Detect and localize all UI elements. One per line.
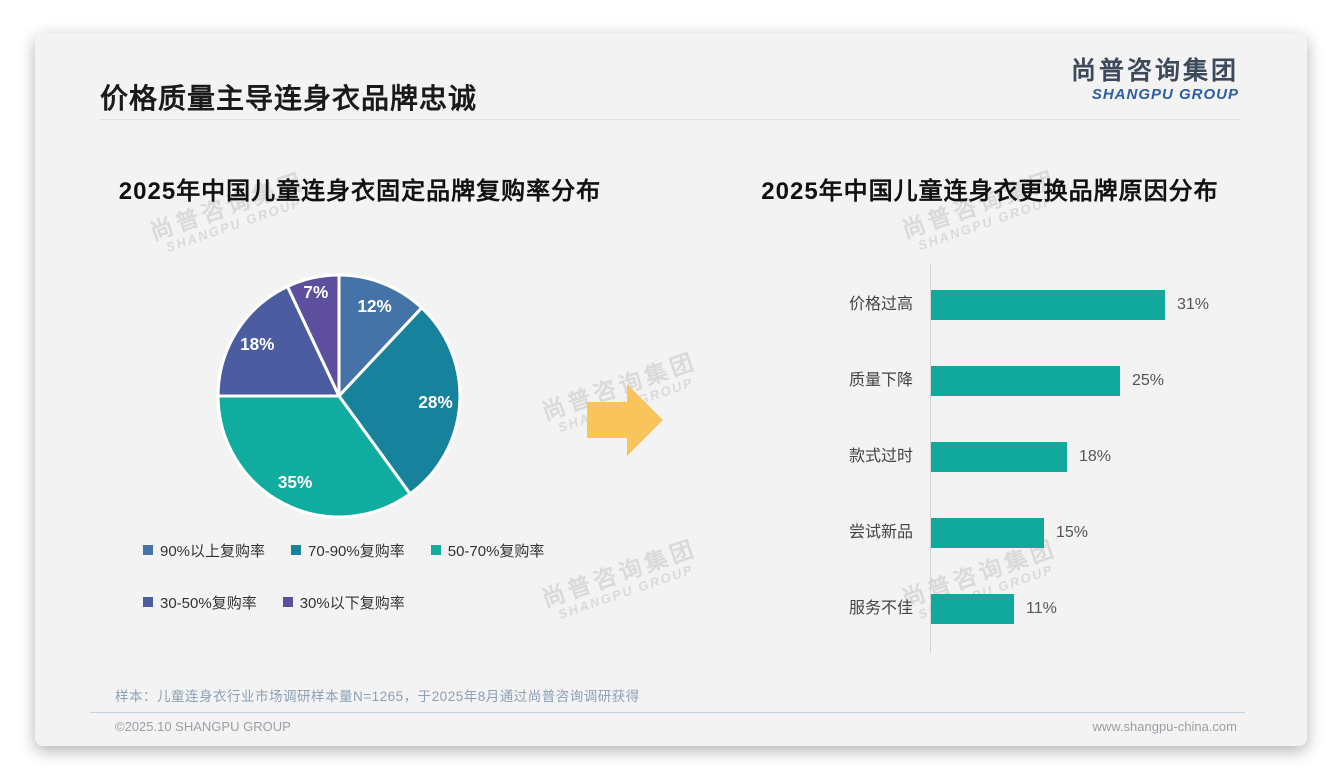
bar-category-label: 尝试新品 — [848, 524, 913, 541]
pie-slice — [216, 285, 341, 398]
bar-category-label: 价格过高 — [848, 296, 913, 313]
pie-chart-title: 2025年中国儿童连身衣固定品牌复购率分布 — [118, 178, 602, 205]
slide-card: 尚普咨询集团 SHANGPU GROUP 尚普咨询集团 SHANGPU GROU… — [35, 33, 1307, 746]
pie-slice — [337, 273, 424, 398]
pie-slice-label: 7% — [303, 282, 328, 302]
bar-row: 款式过时 18% — [753, 442, 1258, 472]
bar — [931, 518, 1044, 548]
transition-arrow — [587, 384, 663, 456]
footer-divider — [90, 712, 1245, 713]
pie-slice — [337, 306, 462, 496]
bar-chart: 价格过高 31% 质量下降 25% 款式过时 18% 尝试新品 15% 服务不佳 11% — [753, 263, 1258, 653]
bar — [931, 442, 1067, 472]
pie-chart: 12% 28% 35% 18% 7% — [212, 269, 466, 523]
bar-row: 价格过高 31% — [753, 290, 1258, 320]
legend-swatch — [143, 597, 153, 607]
bar-chart-title: 2025年中国儿童连身衣更换品牌原因分布 — [761, 178, 1219, 205]
bar-value-label: 11% — [1026, 600, 1057, 617]
footer-website: www.shangpu-china.com — [1092, 719, 1237, 734]
bar — [931, 290, 1165, 320]
bar-value-label: 18% — [1079, 448, 1112, 465]
bar — [931, 366, 1120, 396]
legend-label: 70-90%复购率 — [308, 542, 405, 560]
legend-item: 30-50%复购率 — [143, 591, 257, 613]
legend-label: 30-50%复购率 — [160, 594, 257, 612]
legend-label: 30%以下复购率 — [299, 594, 405, 612]
bar-row: 服务不佳 11% — [753, 594, 1258, 624]
footer-copyright: ©2025.10 SHANGPU GROUP — [115, 719, 291, 734]
legend-label: 50-70%复购率 — [447, 542, 545, 560]
bar-category-label: 服务不佳 — [848, 600, 913, 617]
legend-swatch — [291, 545, 302, 555]
legend-swatch — [143, 545, 153, 555]
pie-slice — [285, 273, 341, 398]
bar-category-label: 质量下降 — [848, 372, 913, 389]
legend-item: 30%以下复购率 — [282, 591, 405, 613]
pie-legend: 90%以上复购率 70-90%复购率 50-70%复购率 30-50%复购率 30%以下… — [143, 539, 629, 613]
arrow-right-icon — [587, 384, 663, 456]
legend-item: 90%以上复购率 — [143, 539, 265, 561]
bar-value-label: 25% — [1132, 372, 1165, 389]
bar-chart-axis — [930, 263, 931, 653]
bar-value-label: 31% — [1177, 296, 1210, 313]
pie-slice-label: 18% — [240, 334, 274, 354]
bar — [931, 594, 1014, 624]
pie-slice-label: 35% — [278, 472, 312, 492]
pie-slice — [216, 394, 412, 519]
page-title: 价格质量主导连身衣品牌忠诚 — [100, 83, 478, 114]
logo-name-cn: 尚普咨询集团 — [1070, 57, 1239, 85]
legend-label: 90%以上复购率 — [160, 542, 266, 560]
logo-name-en: SHANGPU GROUP — [1091, 85, 1239, 103]
legend-item: 70-90%复购率 — [291, 539, 405, 561]
bar-value-label: 15% — [1056, 524, 1089, 541]
title-divider — [100, 119, 1240, 120]
pie-slice-label: 12% — [357, 296, 391, 316]
legend-item: 50-70%复购率 — [430, 539, 545, 561]
pie-chart-svg: 12% 28% 35% 18% 7% — [216, 273, 462, 519]
legend-swatch — [282, 597, 293, 607]
bar-row: 质量下降 25% — [753, 366, 1258, 396]
legend-swatch — [430, 545, 441, 555]
bar-row: 尝试新品 15% — [753, 518, 1258, 548]
sample-note: 样本：儿童连身衣行业市场调研样本量N=1265，于2025年8月通过尚普咨询调研… — [115, 689, 640, 704]
pie-slice-label: 28% — [418, 392, 452, 412]
bar-category-label: 款式过时 — [848, 448, 913, 465]
company-logo: 尚普咨询集团 SHANGPU GROUP — [1071, 57, 1239, 103]
